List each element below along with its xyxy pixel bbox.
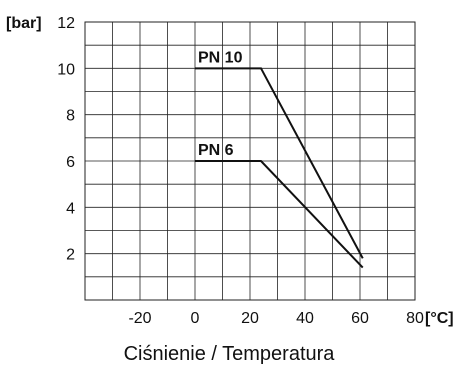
plot-frame — [84, 21, 416, 301]
y-tick-label: 10 — [57, 61, 75, 78]
y-tick-label: 4 — [66, 200, 75, 217]
labels-layer: 2 4 6 8 10 12 -20 0 20 40 60 80 — [57, 15, 424, 327]
series-line-pn-6 — [195, 160, 364, 269]
series-line-pn-10 — [195, 67, 364, 259]
y-tick-label: 12 — [57, 15, 75, 32]
y-tick-label: 6 — [66, 154, 75, 171]
x-axis-unit-label: [°C] — [425, 310, 454, 327]
x-tick-label: 80 — [406, 310, 424, 327]
y-tick-label: 2 — [66, 247, 75, 264]
series-label: PN 6 — [198, 142, 234, 159]
x-tick-label: 40 — [296, 310, 314, 327]
x-tick-label: 20 — [241, 310, 259, 327]
chart-caption: Ciśnienie / Temperatura — [124, 343, 336, 365]
x-tick-label: -20 — [128, 310, 151, 327]
x-tick-label: 0 — [191, 310, 200, 327]
y-axis-unit-label: [bar] — [6, 15, 42, 32]
series-label: PN 10 — [198, 49, 243, 66]
series-layer: PN 10 PN 6 — [195, 49, 364, 269]
y-tick-label: 8 — [66, 108, 75, 125]
x-tick-label: 60 — [351, 310, 369, 327]
